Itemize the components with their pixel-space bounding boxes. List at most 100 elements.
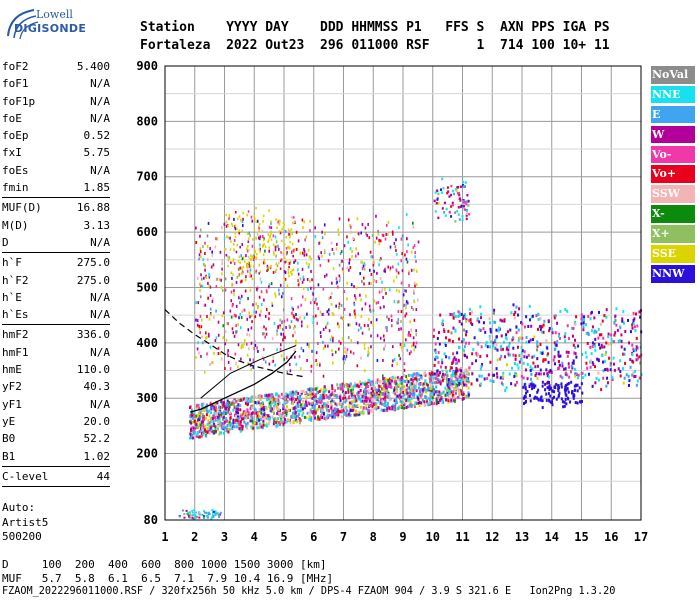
echo-point bbox=[252, 420, 255, 424]
echo-point bbox=[290, 392, 293, 396]
echo-point bbox=[296, 420, 299, 424]
param-row-d: D N/A bbox=[2, 234, 110, 251]
echo-point bbox=[440, 365, 443, 369]
echo-point bbox=[446, 383, 449, 387]
echo-point bbox=[293, 413, 296, 417]
echo-point bbox=[321, 408, 324, 412]
echo-point bbox=[446, 186, 449, 189]
echo-point bbox=[326, 321, 329, 325]
echo-point bbox=[304, 238, 306, 242]
echo-point bbox=[263, 261, 265, 265]
echo-point bbox=[193, 420, 196, 424]
echo-point bbox=[242, 417, 245, 421]
echo-point bbox=[545, 392, 548, 396]
echo-point bbox=[632, 347, 635, 351]
echo-point bbox=[354, 384, 357, 388]
echo-point bbox=[445, 336, 448, 340]
echo-point bbox=[200, 273, 202, 277]
echo-point bbox=[638, 376, 641, 380]
echo-point bbox=[228, 410, 231, 414]
echo-point bbox=[567, 350, 570, 354]
echo-point bbox=[402, 390, 405, 394]
echo-point bbox=[303, 415, 306, 419]
echo-point bbox=[371, 234, 374, 238]
echo-point bbox=[462, 348, 465, 352]
echo-point bbox=[341, 267, 344, 271]
echo-point bbox=[356, 403, 359, 407]
echo-point bbox=[312, 320, 315, 324]
echo-point bbox=[553, 316, 556, 320]
echo-point bbox=[246, 269, 249, 273]
echo-point bbox=[426, 400, 429, 404]
echo-point bbox=[215, 285, 218, 289]
echo-point bbox=[251, 419, 254, 423]
echo-point bbox=[508, 372, 511, 376]
parameter-panel: foF2 5.400 foF1 N/A foF1p N/A foE N/A foEp 0.52 fx… bbox=[2, 58, 110, 545]
param-label: hmF1 bbox=[2, 345, 29, 359]
echo-point bbox=[282, 332, 285, 336]
echo-point bbox=[460, 204, 463, 208]
echo-point bbox=[545, 398, 548, 402]
echo-point bbox=[535, 372, 538, 376]
echo-point bbox=[341, 385, 344, 389]
echo-point bbox=[379, 258, 381, 262]
echo-point bbox=[235, 399, 238, 403]
echo-point bbox=[412, 289, 415, 293]
echo-point bbox=[313, 413, 316, 417]
echo-point bbox=[597, 371, 600, 375]
echo-point bbox=[213, 411, 216, 415]
echo-point bbox=[343, 361, 345, 365]
echo-point bbox=[330, 335, 333, 339]
echo-point bbox=[555, 382, 558, 386]
echo-point bbox=[477, 353, 480, 357]
echo-point bbox=[277, 220, 279, 224]
echo-point bbox=[340, 260, 343, 264]
echo-point bbox=[348, 258, 351, 262]
echo-point bbox=[258, 415, 261, 419]
echo-point bbox=[383, 338, 386, 342]
param-row-md: M(D) 3.13 bbox=[2, 217, 110, 234]
echo-point bbox=[625, 373, 628, 377]
echo-point bbox=[361, 260, 363, 264]
muf-row: MUF 5.7 5.8 6.1 6.5 7.1 7.9 10.4 16.9 [M… bbox=[2, 572, 334, 585]
echo-point bbox=[271, 407, 274, 411]
echo-point bbox=[224, 277, 227, 281]
echo-point bbox=[331, 391, 334, 395]
echo-point bbox=[516, 363, 519, 367]
echo-point bbox=[614, 314, 617, 318]
echo-point bbox=[581, 315, 584, 319]
echo-point bbox=[576, 401, 579, 405]
echo-point bbox=[267, 240, 269, 244]
echo-point bbox=[551, 331, 554, 335]
echo-point bbox=[258, 295, 261, 299]
echo-point bbox=[370, 399, 373, 403]
echo-point bbox=[450, 398, 453, 402]
echo-point bbox=[557, 393, 560, 397]
echo-point bbox=[563, 335, 566, 339]
echo-point bbox=[374, 381, 377, 385]
echo-point bbox=[285, 420, 288, 424]
echo-point bbox=[494, 320, 497, 324]
echo-point bbox=[628, 341, 631, 345]
echo-point bbox=[313, 406, 316, 410]
echo-point bbox=[207, 512, 210, 515]
echo-point bbox=[391, 407, 394, 411]
echo-point bbox=[285, 236, 288, 239]
echo-point bbox=[367, 378, 370, 382]
echo-point bbox=[265, 332, 268, 336]
echo-point bbox=[241, 257, 244, 261]
echo-point bbox=[451, 203, 454, 207]
echo-point bbox=[250, 425, 253, 429]
echo-point bbox=[322, 402, 325, 406]
echo-point bbox=[260, 402, 263, 406]
echo-point bbox=[384, 268, 386, 272]
echo-point bbox=[375, 381, 378, 385]
echo-point bbox=[228, 400, 231, 404]
echo-point bbox=[277, 417, 280, 421]
echo-point bbox=[227, 430, 230, 434]
echo-point bbox=[597, 327, 600, 331]
param-row-fmin: fmin 1.85 bbox=[2, 179, 110, 196]
echo-point bbox=[306, 277, 309, 281]
echo-point bbox=[278, 261, 280, 265]
echo-point bbox=[237, 407, 240, 411]
